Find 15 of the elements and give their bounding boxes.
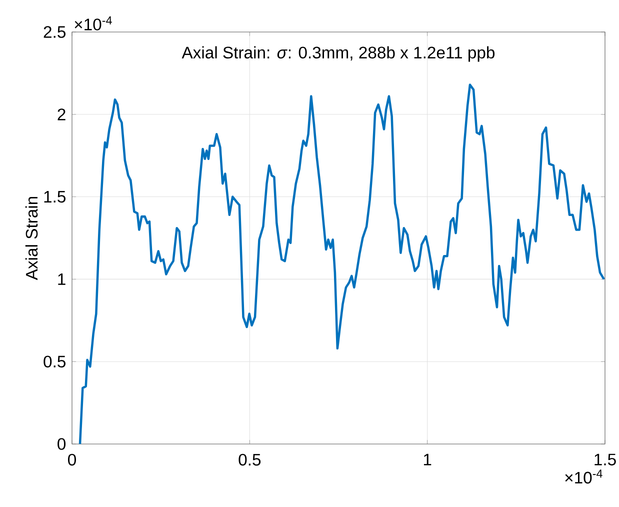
- y-tick-label: 2: [58, 108, 66, 120]
- y-tick-label: 1.5: [44, 190, 66, 203]
- y-axis-title: Axial Strain: [25, 196, 38, 280]
- x-tick-label: 1.5: [594, 454, 616, 466]
- text: Axial Strain: σ: 0.3mm, 288b x 1.2e11 ppb: [182, 46, 495, 62]
- x-tick-label: 0: [68, 454, 76, 466]
- y-tick-label: 0.5: [44, 356, 66, 368]
- x-tick-label: 0.5: [238, 454, 261, 466]
- y-tick-label: 0: [58, 438, 66, 450]
- y-tick-label: 2.5: [44, 26, 66, 38]
- text: ×10$^{-4}$: [565, 470, 602, 484]
- line-series: [78, 84, 606, 446]
- x-tick-label: 1: [424, 454, 432, 466]
- y-tick-label: 1: [58, 273, 66, 285]
- text: ×10$^{-4}$: [74, 16, 112, 30]
